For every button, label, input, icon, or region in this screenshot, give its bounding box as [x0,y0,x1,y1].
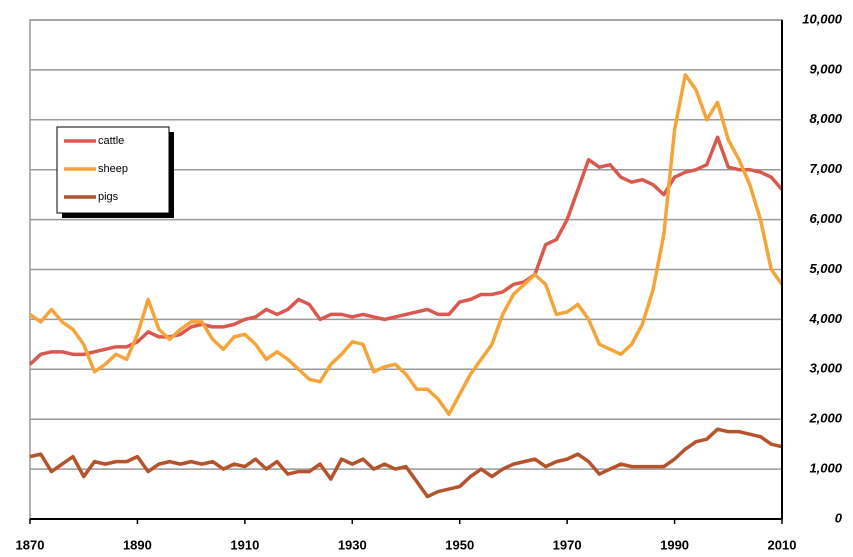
x-tick-label: 1970 [553,537,582,552]
y-tick-label: 10,000 [802,11,843,26]
y-tick-label: 3,000 [809,361,842,376]
x-tick-label: 1930 [338,537,367,552]
series-line [29,427,783,499]
y-tick-label: 4,000 [808,311,842,326]
y-tick-label: 0 [835,510,843,525]
legend-label: sheep [98,163,128,175]
y-tick-label: 6,000 [809,211,842,226]
x-tick-label: 1950 [445,537,474,552]
y-tick-label: 2,000 [808,411,842,426]
y-tick-label: 9,000 [809,61,842,76]
y-tick-label: 5,000 [809,261,842,276]
x-tick-label: 1910 [230,537,259,552]
y-tick-label: 1,000 [809,461,842,476]
y-tick-label: 7,000 [809,161,842,176]
series-line [28,73,784,416]
x-tick-label: 1990 [660,537,689,552]
legend-label: cattle [98,135,124,147]
legend-label: pigs [98,191,119,203]
x-tick-label: 1890 [123,537,152,552]
series-line [28,135,784,366]
y-tick-label: 8,000 [809,111,842,126]
x-tick-label: 1870 [16,537,45,552]
x-tick-label: 2010 [768,537,797,552]
